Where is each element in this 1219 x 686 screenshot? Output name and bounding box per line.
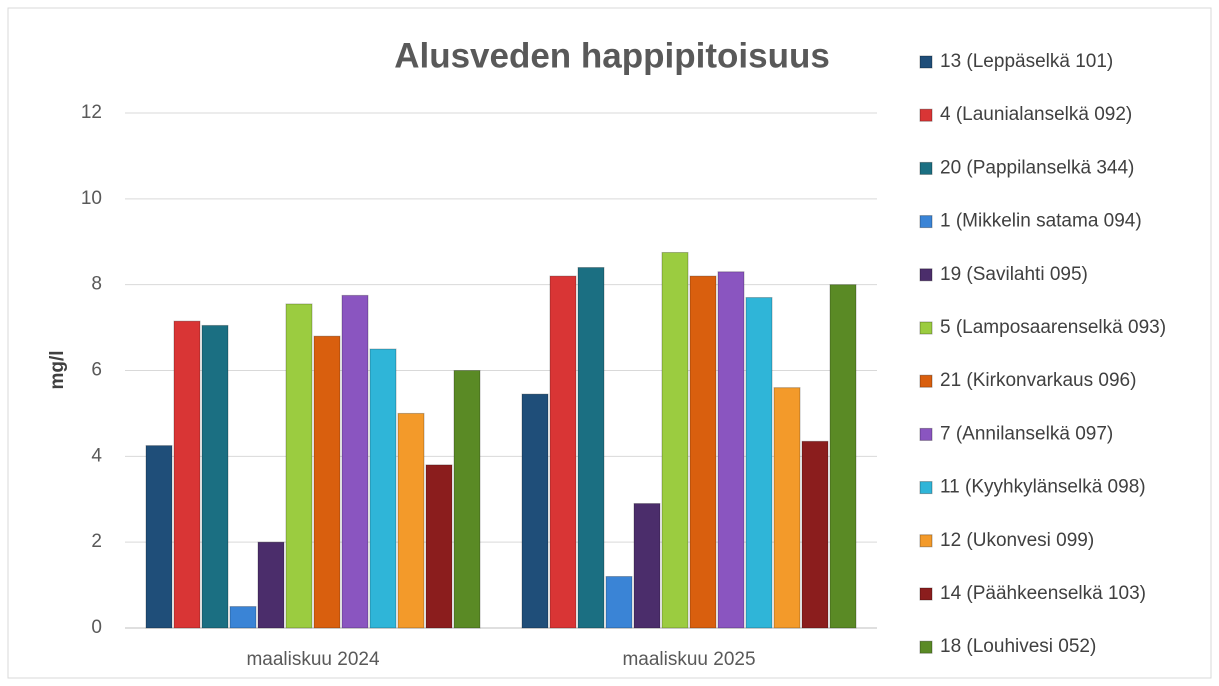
- legend-swatch: [919, 427, 933, 441]
- bar: [257, 541, 285, 629]
- bar: [521, 393, 549, 629]
- legend-label: 20 (Pappilanselkä 344): [940, 157, 1134, 178]
- legend-label: 13 (Leppäselkä 101): [940, 51, 1113, 72]
- x-tick-label: maaliskuu 2025: [622, 649, 755, 670]
- legend-label: 21 (Kirkonvarkaus 096): [940, 370, 1136, 391]
- legend-swatch: [919, 321, 933, 335]
- bar: [717, 271, 745, 629]
- bar: [313, 335, 341, 629]
- bar: [145, 445, 173, 629]
- legend-label: 14 (Päähkeenselkä 103): [940, 583, 1146, 604]
- bar: [397, 412, 425, 629]
- legend-swatch: [919, 161, 933, 175]
- legend-label: 12 (Ukonvesi 099): [940, 530, 1094, 551]
- bar: [773, 387, 801, 629]
- bar: [577, 267, 605, 629]
- bar: [341, 294, 369, 629]
- bar: [369, 348, 397, 629]
- y-tick-label: 12: [81, 102, 102, 123]
- x-tick-label: maaliskuu 2024: [246, 649, 380, 670]
- y-axis-label: mg/l: [47, 350, 68, 389]
- y-tick-label: 0: [91, 617, 102, 638]
- legend-label: 19 (Savilahti 095): [940, 264, 1088, 285]
- legend-label: 5 (Lamposaarenselkä 093): [940, 317, 1166, 338]
- bar: [829, 284, 857, 629]
- bar: [801, 440, 829, 629]
- legend-swatch: [919, 108, 933, 122]
- y-tick-label: 10: [81, 188, 102, 209]
- bar: [453, 370, 481, 629]
- bar: [173, 320, 201, 629]
- bar: [689, 275, 717, 629]
- bar: [633, 503, 661, 629]
- y-tick-label: 2: [91, 531, 102, 552]
- legend-swatch: [919, 374, 933, 388]
- bar: [661, 251, 689, 629]
- legend-label: 11 (Kyyhkylänselkä 098): [940, 477, 1146, 498]
- bar: [549, 275, 577, 629]
- bar: [201, 324, 229, 629]
- legend-label: 4 (Launialanselkä 092): [940, 104, 1132, 125]
- legend-label: 18 (Louhivesi 052): [940, 636, 1096, 657]
- legend-swatch: [919, 481, 933, 495]
- legend-swatch: [919, 268, 933, 282]
- legend-swatch: [919, 587, 933, 601]
- legend-label: 1 (Mikkelin satama 094): [940, 211, 1142, 232]
- bar: [229, 606, 257, 629]
- bar: [425, 464, 453, 629]
- legend-swatch: [919, 215, 933, 229]
- bar: [605, 576, 633, 629]
- y-tick-label: 6: [91, 360, 102, 381]
- bar: [285, 303, 313, 629]
- y-tick-label: 4: [91, 445, 102, 466]
- chart-title: Alusveden happipitoisuus: [394, 36, 830, 75]
- legend-swatch: [919, 55, 933, 69]
- legend-label: 7 (Annilanselkä 097): [940, 423, 1113, 444]
- legend-swatch: [919, 640, 933, 654]
- y-tick-label: 8: [91, 274, 102, 295]
- legend-swatch: [919, 534, 933, 548]
- bar: [745, 297, 773, 629]
